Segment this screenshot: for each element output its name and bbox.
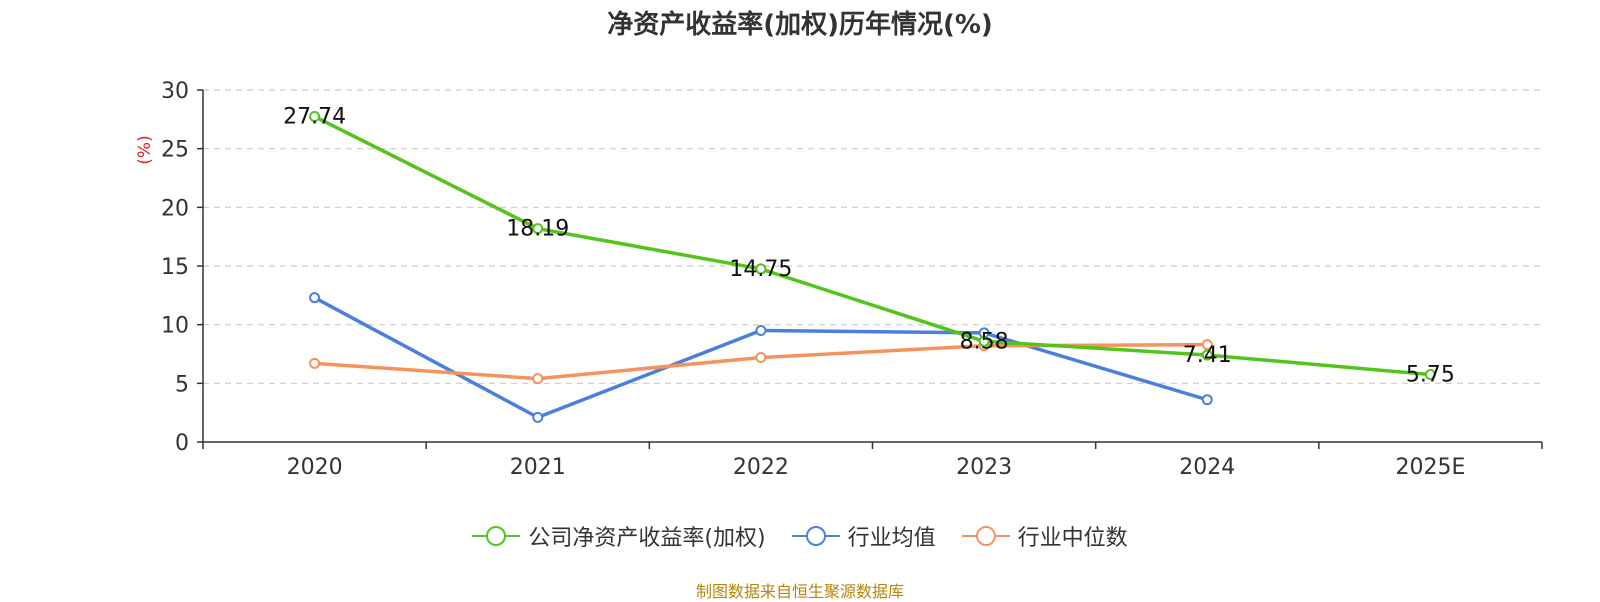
legend-label-industry-mean: 行业均值 <box>847 526 936 551</box>
data-point <box>755 263 767 275</box>
y-tick-label: 25 <box>161 138 189 163</box>
y-tick-label: 20 <box>161 196 189 221</box>
x-tick-label: 2022 <box>733 455 789 480</box>
legend-item-industry-median[interactable]: 行业中位数 <box>961 520 1128 552</box>
y-tick-label: 0 <box>175 431 189 456</box>
data-point <box>309 292 321 304</box>
legend-marker-industry-mean <box>791 526 840 546</box>
x-tick-label: 2023 <box>956 455 1012 480</box>
data-label: 14.75 <box>729 257 792 282</box>
data-point <box>978 335 990 347</box>
data-point <box>532 373 544 385</box>
data-point <box>1201 339 1213 351</box>
chart-title: 净资产收益率(加权)历年情况(%) <box>607 10 993 40</box>
data-point <box>1424 369 1436 381</box>
data-label: 5.75 <box>1406 363 1455 388</box>
y-tick-label: 5 <box>175 372 189 397</box>
data-point <box>309 111 321 123</box>
data-point <box>755 325 767 337</box>
data-label: 8.58 <box>960 329 1009 354</box>
data-point <box>532 223 544 235</box>
legend-label-company: 公司净资产收益率(加权) <box>528 526 766 551</box>
x-tick-label: 2024 <box>1179 455 1235 480</box>
series-line <box>313 114 1431 377</box>
x-tick-label: 2025E <box>1395 455 1465 480</box>
data-point <box>755 352 767 364</box>
data-point <box>1201 394 1213 406</box>
data-point <box>1201 349 1213 361</box>
legend-marker-company <box>472 526 521 546</box>
legend-item-industry-mean[interactable]: 行业均值 <box>791 520 936 552</box>
y-tick-label: 30 <box>161 79 189 104</box>
data-label: 18.19 <box>506 217 569 242</box>
data-source: 制图数据来自恒生聚源数据库 <box>695 582 904 601</box>
legend-item-company[interactable]: 公司净资产收益率(加权) <box>472 520 766 552</box>
data-point <box>532 411 544 423</box>
legend-marker-industry-median <box>961 526 1010 546</box>
data-point <box>309 357 321 369</box>
legend: 公司净资产收益率(加权) 行业均值 行业中位数 <box>0 520 1600 552</box>
data-label: 27.74 <box>283 105 346 130</box>
data-label: 7.41 <box>1183 343 1232 368</box>
y-tick-label: 15 <box>161 255 189 280</box>
y-axis-label: (%) <box>135 135 155 164</box>
x-tick-label: 2021 <box>510 455 566 480</box>
x-tick-label: 2020 <box>287 455 343 480</box>
legend-label-industry-median: 行业中位数 <box>1017 526 1128 551</box>
y-tick-label: 10 <box>161 314 189 339</box>
